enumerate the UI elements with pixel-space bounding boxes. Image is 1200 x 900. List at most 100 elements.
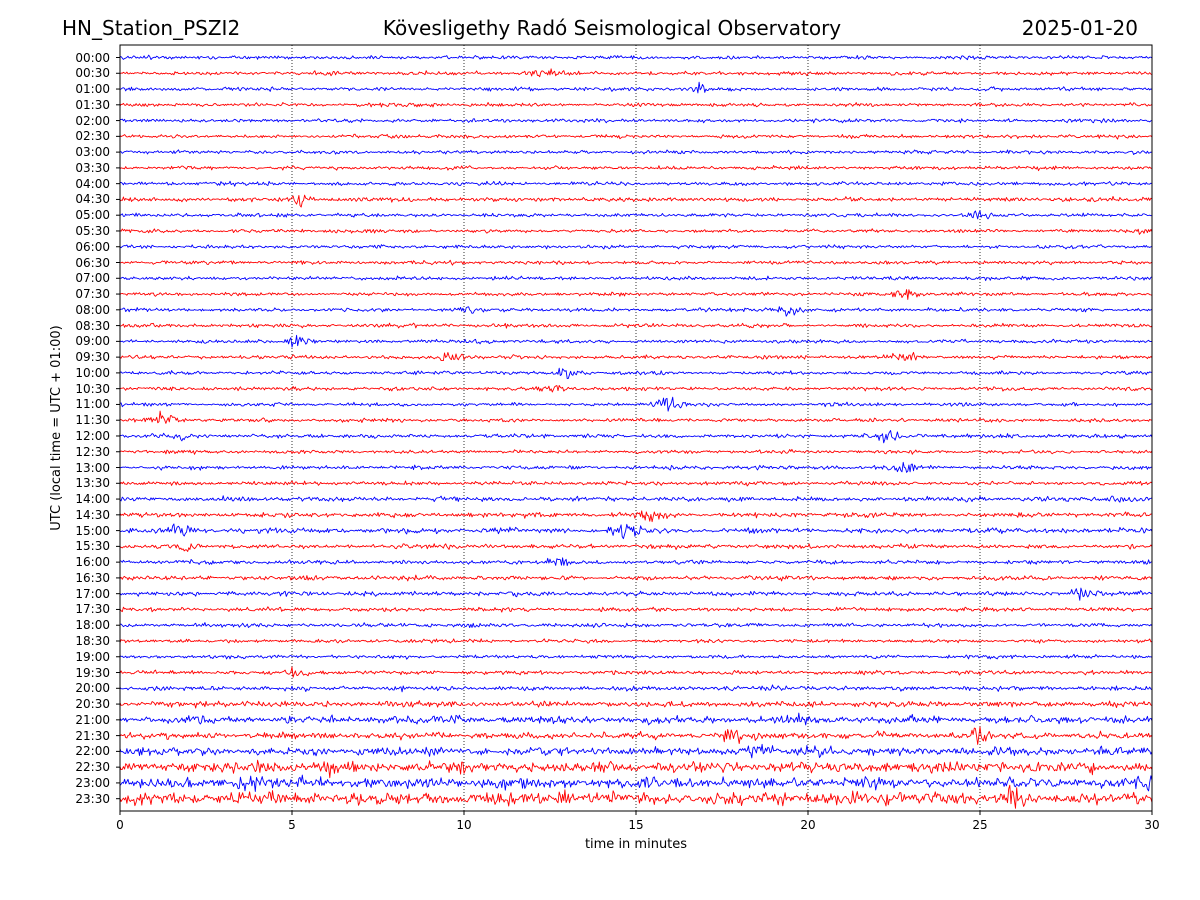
y-tick-label: 01:00 xyxy=(75,82,110,97)
trace-09:00 xyxy=(119,334,1153,348)
y-tick-label: 22:30 xyxy=(75,760,110,775)
grid-lines xyxy=(291,45,981,811)
y-tick-label: 20:00 xyxy=(75,681,110,696)
trace-20:30 xyxy=(119,700,1153,709)
y-tick-label: 06:30 xyxy=(75,255,110,270)
y-tick-label: 00:30 xyxy=(75,66,110,81)
trace-03:00 xyxy=(119,149,1153,155)
trace-18:00 xyxy=(119,622,1153,629)
y-axis-label: UTC (local time = UTC + 01:00) xyxy=(49,325,64,531)
y-tick-label: 09:30 xyxy=(75,350,110,365)
y-tick-label: 17:00 xyxy=(75,586,110,601)
y-tick-label: 19:30 xyxy=(75,665,110,680)
y-tick-label: 16:00 xyxy=(75,555,110,570)
y-tick-label: 21:30 xyxy=(75,728,110,743)
y-tick-label: 10:00 xyxy=(75,365,110,380)
trace-14:30 xyxy=(119,510,1153,523)
y-tick-label: 05:30 xyxy=(75,223,110,238)
y-tick-label: 06:00 xyxy=(75,239,110,254)
plot-frame xyxy=(119,44,1153,812)
y-tick-label: 08:30 xyxy=(75,318,110,333)
trace-04:30 xyxy=(119,194,1153,208)
y-tick-label: 18:30 xyxy=(75,633,110,648)
y-tick-label: 00:00 xyxy=(75,50,110,65)
trace-02:00 xyxy=(119,118,1153,124)
y-tick-label: 09:00 xyxy=(75,334,110,349)
y-tick-label: 20:30 xyxy=(75,697,110,712)
y-tick-label: 12:00 xyxy=(75,428,110,443)
y-tick-label: 23:00 xyxy=(75,775,110,790)
trace-07:00 xyxy=(119,275,1153,282)
trace-11:30 xyxy=(119,410,1153,424)
trace-00:30 xyxy=(119,68,1153,78)
y-tick-label: 08:00 xyxy=(75,302,110,317)
y-tick-label: 05:00 xyxy=(75,208,110,223)
trace-21:30 xyxy=(119,726,1153,745)
y-tick-label: 04:00 xyxy=(75,176,110,191)
y-tick-label: 11:30 xyxy=(75,413,110,428)
trace-17:00 xyxy=(119,587,1153,601)
x-axis-label: time in minutes xyxy=(584,837,688,852)
x-tick-label-10: 10 xyxy=(456,818,472,832)
trace-01:30 xyxy=(119,102,1153,108)
trace-02:30 xyxy=(119,133,1153,140)
trace-10:30 xyxy=(119,385,1153,393)
chart-date: 2025-01-20 xyxy=(1021,16,1138,40)
trace-23:00 xyxy=(119,774,1153,792)
x-tick-label-15: 15 xyxy=(628,818,644,832)
x-tick-label-5: 5 xyxy=(288,818,296,832)
trace-06:00 xyxy=(119,244,1153,250)
trace-16:30 xyxy=(119,574,1153,582)
trace-15:30 xyxy=(119,543,1153,552)
trace-12:00 xyxy=(119,430,1153,444)
trace-07:30 xyxy=(119,289,1153,300)
y-tick-label: 10:30 xyxy=(75,381,110,396)
y-tick-label: 13:30 xyxy=(75,476,110,491)
trace-06:30 xyxy=(119,259,1153,266)
trace-13:00 xyxy=(119,461,1153,473)
y-tick-label: 22:00 xyxy=(75,744,110,759)
trace-10:00 xyxy=(119,367,1153,380)
axis-ticks xyxy=(116,57,1153,815)
x-tick-label-0: 0 xyxy=(116,818,124,832)
trace-19:00 xyxy=(119,653,1153,660)
y-tick-label: 23:30 xyxy=(75,791,110,806)
trace-21:00 xyxy=(119,712,1153,726)
trace-01:00 xyxy=(119,81,1153,94)
x-tick-label-20: 20 xyxy=(800,818,816,832)
y-tick-label: 03:30 xyxy=(75,160,110,175)
trace-23:30 xyxy=(119,784,1153,809)
trace-05:30 xyxy=(119,228,1153,235)
trace-00:00 xyxy=(119,54,1153,61)
y-tick-label: 12:30 xyxy=(75,444,110,459)
y-tick-label: 13:00 xyxy=(75,460,110,475)
trace-22:30 xyxy=(119,759,1153,779)
y-tick-label: 21:00 xyxy=(75,712,110,727)
y-tick-label: 11:00 xyxy=(75,397,110,412)
trace-18:30 xyxy=(119,638,1153,644)
trace-16:00 xyxy=(119,557,1153,567)
y-tick-label: 03:00 xyxy=(75,145,110,160)
traces xyxy=(119,54,1153,809)
trace-19:30 xyxy=(119,666,1153,678)
y-tick-label: 02:30 xyxy=(75,129,110,144)
trace-20:00 xyxy=(119,684,1153,693)
trace-08:00 xyxy=(119,306,1153,317)
y-tick-label: 14:30 xyxy=(75,507,110,522)
x-tick-label-30: 30 xyxy=(1144,818,1160,832)
y-tick-label: 16:30 xyxy=(75,570,110,585)
y-tick-label: 14:00 xyxy=(75,492,110,507)
trace-13:30 xyxy=(119,480,1153,487)
x-tick-label-25: 25 xyxy=(972,818,988,832)
trace-04:00 xyxy=(119,180,1153,187)
y-tick-label: 15:00 xyxy=(75,523,110,538)
trace-09:30 xyxy=(119,351,1153,362)
trace-08:30 xyxy=(119,322,1153,329)
y-tick-label: 07:30 xyxy=(75,287,110,302)
trace-05:00 xyxy=(119,210,1153,220)
y-tick-label: 01:30 xyxy=(75,97,110,112)
chart-title: Kövesligethy Radó Seismological Observat… xyxy=(382,16,842,40)
trace-15:00 xyxy=(119,523,1153,540)
trace-11:00 xyxy=(119,396,1153,412)
